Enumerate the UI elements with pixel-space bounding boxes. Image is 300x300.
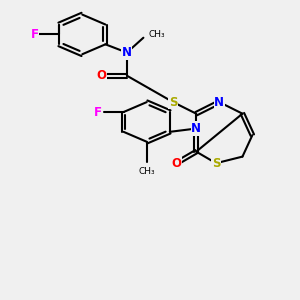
Text: CH₃: CH₃ bbox=[138, 167, 155, 176]
Text: F: F bbox=[30, 28, 38, 41]
Text: N: N bbox=[122, 46, 132, 59]
Text: N: N bbox=[191, 122, 201, 135]
Text: S: S bbox=[169, 96, 177, 109]
Text: CH₃: CH₃ bbox=[148, 30, 165, 39]
Text: F: F bbox=[94, 106, 102, 118]
Text: S: S bbox=[212, 157, 220, 170]
Text: O: O bbox=[171, 157, 182, 170]
Text: N: N bbox=[214, 96, 224, 109]
Text: O: O bbox=[97, 69, 106, 82]
